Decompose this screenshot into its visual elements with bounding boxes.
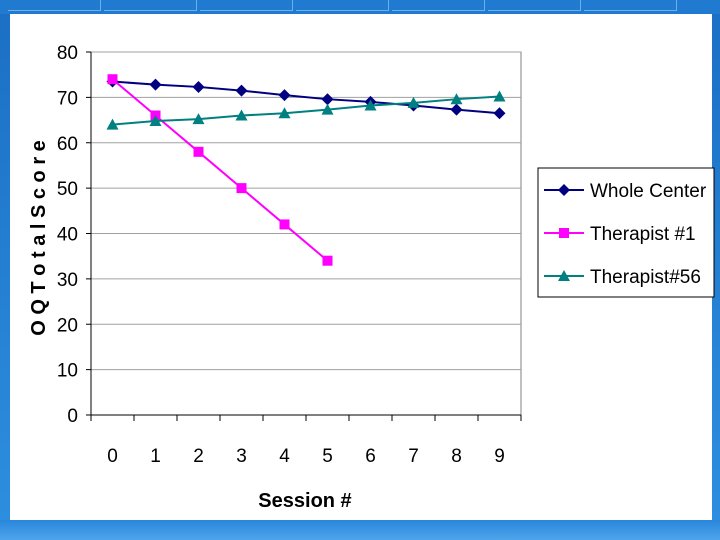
data-point-diamond xyxy=(558,184,570,196)
slide-bottom-band xyxy=(0,520,720,540)
data-point-square xyxy=(193,146,204,157)
series-line xyxy=(111,78,329,262)
data-point-triangle xyxy=(321,103,334,115)
series-line xyxy=(112,80,500,115)
x-tick-label: 3 xyxy=(236,446,247,467)
data-point-triangle xyxy=(493,90,506,102)
x-tick-labels: 0 1 2 3 4 5 6 7 8 9 xyxy=(107,446,505,467)
x-tick-label: 8 xyxy=(451,446,462,467)
data-point-triangle xyxy=(407,96,420,108)
y-tick-label: 10 xyxy=(57,361,78,382)
y-axis-title: O Q T o t a l S c o r e xyxy=(28,140,50,336)
x-axis-title: Session # xyxy=(258,490,351,512)
y-tick-label: 30 xyxy=(57,270,78,291)
x-tick-label: 4 xyxy=(279,446,290,467)
data-point-diamond xyxy=(278,89,291,102)
data-point-triangle xyxy=(149,114,162,126)
gridlines xyxy=(91,51,521,371)
data-point-diamond xyxy=(450,103,463,116)
y-tick-labels: 0 10 20 30 40 50 60 70 80 xyxy=(57,43,78,427)
slide-right-border xyxy=(712,0,720,540)
y-tick-label: 70 xyxy=(57,88,78,109)
slide-top-band xyxy=(0,0,720,14)
data-point-triangle xyxy=(278,107,291,119)
data-point-square xyxy=(236,183,247,194)
data-point-diamond xyxy=(493,107,506,120)
legend-label: Therapist#56 xyxy=(590,267,701,288)
data-point-triangle xyxy=(364,99,377,111)
y-tick-label: 50 xyxy=(57,179,78,200)
data-point-square xyxy=(107,74,118,85)
series-line xyxy=(112,95,500,126)
legend: Whole Center Therapist #1 Therapist#56 xyxy=(537,167,715,298)
data-point-diamond xyxy=(235,84,248,97)
series-2 xyxy=(106,90,506,130)
data-point-square xyxy=(559,228,569,238)
axes xyxy=(86,51,522,421)
data-point-triangle xyxy=(450,93,463,105)
legend-label: Therapist #1 xyxy=(590,224,696,245)
data-point-triangle xyxy=(235,109,248,121)
x-tick-label: 1 xyxy=(150,446,161,467)
series-0 xyxy=(106,75,506,120)
legend-entry-2: Therapist#56 xyxy=(544,267,701,288)
y-tick-label: 60 xyxy=(57,134,78,155)
legend-label: Whole Center xyxy=(590,181,707,202)
data-point-triangle xyxy=(192,113,205,125)
y-tick-label: 20 xyxy=(57,315,78,336)
data-point-diamond xyxy=(149,78,162,91)
x-tick-label: 2 xyxy=(193,446,204,467)
x-tick-label: 5 xyxy=(322,446,333,467)
data-point-diamond xyxy=(321,93,334,106)
x-tick-label: 0 xyxy=(107,446,118,467)
data-point-square xyxy=(322,255,333,266)
x-tick-label: 6 xyxy=(365,446,376,467)
slide-left-border xyxy=(0,0,10,540)
data-point-triangle xyxy=(106,118,119,130)
x-tick-label: 9 xyxy=(494,446,505,467)
data-point-square xyxy=(279,219,290,230)
data-point-diamond xyxy=(192,80,205,93)
y-tick-label: 40 xyxy=(57,225,78,246)
y-tick-label: 80 xyxy=(57,43,78,64)
legend-entry-0: Whole Center xyxy=(544,181,707,202)
x-tick-label: 7 xyxy=(408,446,419,467)
data-point-triangle xyxy=(558,270,570,281)
series-group xyxy=(106,74,506,266)
legend-entry-1: Therapist #1 xyxy=(544,224,696,245)
y-tick-label: 0 xyxy=(67,406,78,427)
